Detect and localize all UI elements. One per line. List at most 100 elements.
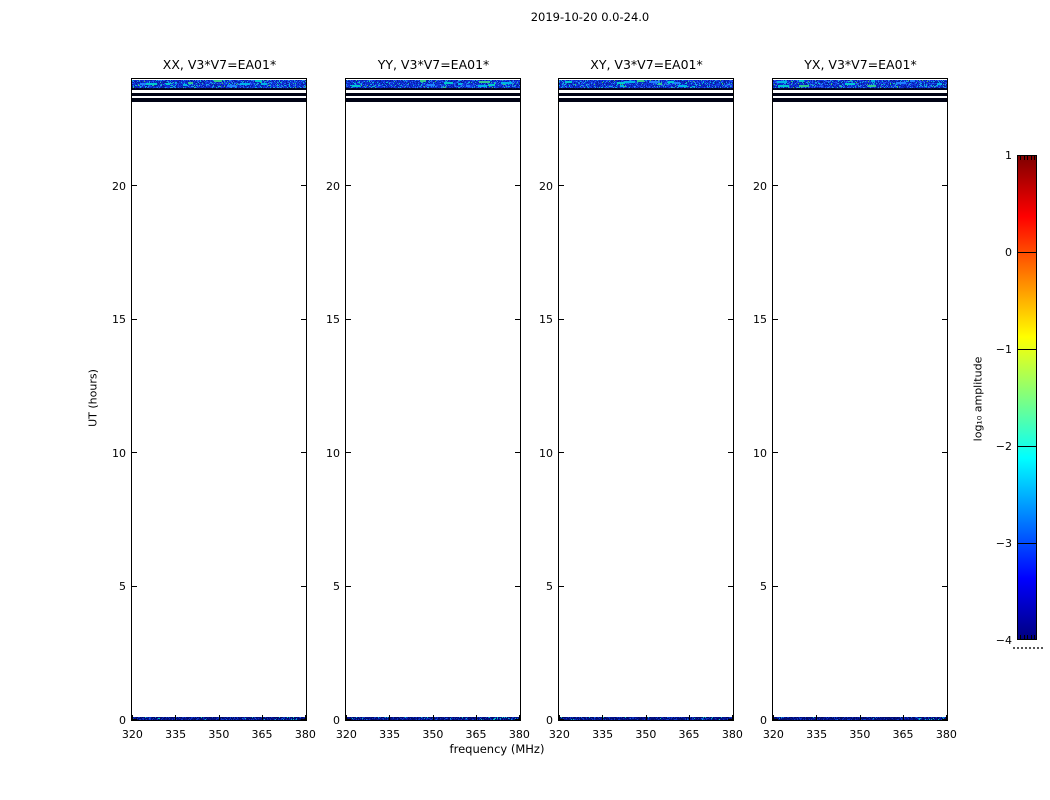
- colorbar-tick-mark: [1017, 252, 1037, 253]
- x-tick-mark: [218, 715, 220, 720]
- y-tick-mark: [559, 185, 564, 187]
- subplot-title-xy: XY, V3*V7=EA01*: [590, 57, 703, 72]
- y-tick-mark: [132, 452, 137, 454]
- y-tick-mark: [942, 718, 947, 720]
- x-tick-label: 350: [208, 728, 230, 741]
- y-tick-label: 15: [326, 313, 340, 327]
- colorbar-label: log₁₀ amplitude: [971, 356, 985, 442]
- x-tick-mark: [175, 715, 177, 720]
- y-tick-mark: [132, 318, 137, 320]
- colorbar-underflow-dot: [1017, 647, 1019, 649]
- y-tick-label: 20: [326, 179, 340, 193]
- x-tick-mark: [261, 715, 263, 720]
- y-tick-mark: [728, 585, 733, 587]
- figure-title: 2019-10-20 0.0-24.0: [530, 10, 650, 24]
- x-tick-label: 350: [635, 728, 657, 741]
- x-tick-mark: [389, 715, 391, 720]
- x-tick-label: 380: [294, 728, 316, 741]
- x-tick-mark: [475, 715, 477, 720]
- subplot-yx-heatmap: [772, 78, 948, 721]
- x-tick-mark: [773, 715, 775, 720]
- y-tick-label: 0: [546, 713, 553, 727]
- colorbar-tick-label: −3: [995, 536, 1012, 550]
- rfi-noise-band: [559, 80, 733, 90]
- x-tick-mark: [645, 715, 647, 720]
- x-tick-label: 320: [548, 728, 570, 741]
- colorbar-underflow-dot: [1033, 647, 1035, 649]
- colorbar-tick-label: 0: [1005, 245, 1012, 259]
- x-tick-mark: [132, 715, 134, 720]
- x-tick-label: 335: [165, 728, 187, 741]
- colorbar-underflow-dot: [1025, 647, 1027, 649]
- y-tick-mark: [728, 185, 733, 187]
- x-tick-mark: [432, 715, 434, 720]
- y-tick-mark: [559, 585, 564, 587]
- colorbar-tick-mark: [1017, 349, 1037, 350]
- x-tick-label: 380: [721, 728, 743, 741]
- y-tick-mark: [301, 318, 306, 320]
- y-tick-label: 10: [112, 446, 126, 460]
- subplot-title-yy: YY, V3*V7=EA01*: [377, 57, 490, 72]
- colorbar-underflow-dot: [1041, 647, 1043, 649]
- y-tick-label: 10: [326, 446, 340, 460]
- dark-scan-row: [559, 93, 733, 96]
- x-tick-mark: [602, 715, 604, 720]
- dark-scan-row: [132, 98, 306, 102]
- colorbar-minor-tick: [1020, 156, 1021, 160]
- y-tick-mark: [728, 718, 733, 720]
- y-tick-mark: [942, 585, 947, 587]
- colorbar-tick-label: −1: [995, 342, 1012, 356]
- colorbar-minor-tick: [1030, 156, 1032, 160]
- y-tick-mark: [773, 452, 778, 454]
- y-tick-mark: [346, 452, 351, 454]
- dark-scan-row: [346, 93, 520, 96]
- y-tick-mark: [942, 452, 947, 454]
- y-tick-mark: [301, 185, 306, 187]
- y-tick-mark: [346, 185, 351, 187]
- y-tick-mark: [346, 318, 351, 320]
- y-tick-mark: [728, 318, 733, 320]
- x-tick-mark: [859, 715, 861, 720]
- x-tick-label: 350: [849, 728, 871, 741]
- y-tick-label: 20: [753, 179, 767, 193]
- y-tick-label: 5: [760, 580, 767, 594]
- y-tick-mark: [773, 185, 778, 187]
- y-tick-mark: [559, 718, 564, 720]
- y-tick-label: 15: [539, 313, 553, 327]
- dark-scan-row: [773, 93, 947, 96]
- subplot-yy-heatmap: [345, 78, 521, 721]
- y-tick-mark: [132, 185, 137, 187]
- y-tick-label: 0: [760, 713, 767, 727]
- subplot-xx-heatmap: [131, 78, 307, 721]
- x-tick-mark: [945, 715, 947, 720]
- x-tick-mark: [518, 715, 520, 720]
- colorbar-minor-tick: [1034, 156, 1035, 160]
- y-tick-mark: [301, 585, 306, 587]
- x-tick-label: 380: [508, 728, 530, 741]
- colorbar-minor-tick: [1030, 635, 1032, 639]
- y-tick-mark: [942, 318, 947, 320]
- y-tick-label: 0: [333, 713, 340, 727]
- colorbar-minor-tick: [1023, 635, 1025, 639]
- x-tick-label: 365: [465, 728, 487, 741]
- rfi-noise-band: [346, 80, 520, 90]
- dark-scan-row: [346, 98, 520, 102]
- subplot-title-xx: XX, V3*V7=EA01*: [162, 57, 277, 72]
- y-tick-mark: [515, 318, 520, 320]
- subplot-title-yx: YX, V3*V7=EA01*: [804, 57, 917, 72]
- y-tick-label: 10: [753, 446, 767, 460]
- x-tick-mark: [688, 715, 690, 720]
- x-tick-label: 365: [678, 728, 700, 741]
- y-tick-mark: [942, 185, 947, 187]
- colorbar: [1017, 155, 1037, 640]
- y-tick-mark: [132, 585, 137, 587]
- y-tick-mark: [559, 318, 564, 320]
- x-tick-label: 320: [762, 728, 784, 741]
- x-axis-label: frequency (MHz): [449, 742, 545, 756]
- y-tick-label: 20: [539, 179, 553, 193]
- y-axis-label: UT (hours): [86, 369, 100, 427]
- colorbar-tick-label: −2: [995, 439, 1012, 453]
- y-tick-mark: [773, 318, 778, 320]
- y-tick-mark: [515, 718, 520, 720]
